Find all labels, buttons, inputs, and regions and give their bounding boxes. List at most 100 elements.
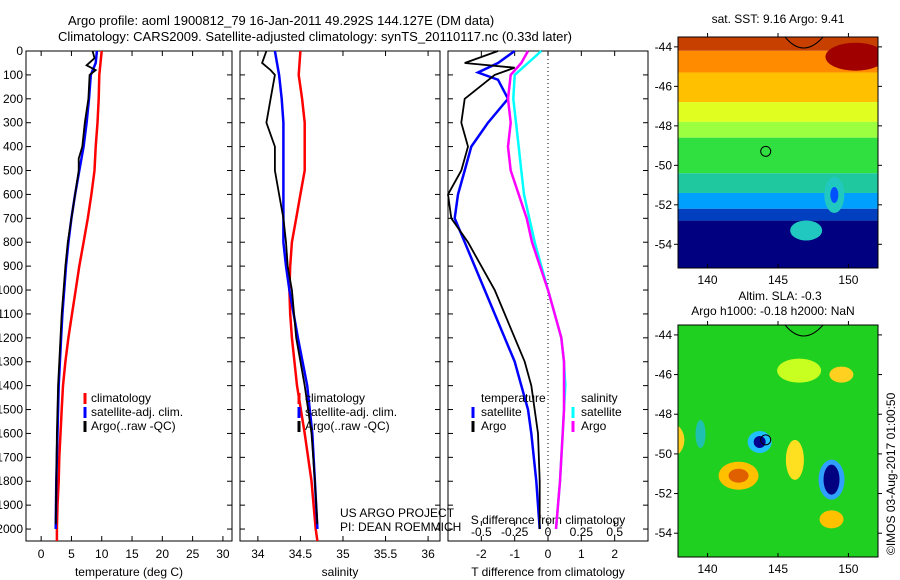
y-tick-label: 1500 [0,403,23,417]
map-x-tick-label: 140 [698,562,718,576]
y-tick-label: 1400 [0,379,23,393]
series-line-t-satellite [453,49,541,530]
map-band [678,220,878,268]
y-tick-label: 100 [3,68,23,82]
map-blob [825,42,878,71]
legend-label: Argo [581,419,607,433]
x2-tick-label: 0 [545,525,552,539]
legend-label: satellite-adj. clim. [91,405,183,419]
x2-tick-label: -0.25 [501,525,529,539]
y-tick-label: 400 [3,140,23,154]
x-axis-label: salinity [322,565,359,579]
y-tick-label: 700 [3,211,23,225]
y-tick-label: 600 [3,187,23,201]
map-blob [678,425,685,455]
x2-tick-label: 0.25 [570,525,594,539]
series-line-t-argo [447,50,541,529]
map-band [678,173,878,193]
y-tick-label: 300 [3,116,23,130]
series-line-climatology [288,50,319,542]
legend-title: temperature [481,391,546,405]
coastline-tasmania-south [784,36,824,49]
y-tick-label: 200 [3,92,23,106]
map-blob [819,510,844,529]
y-tick-label: 500 [3,164,23,178]
y-tick-label: 0 [16,44,23,58]
map-blob [695,420,706,449]
x-tick-label: 2 [611,547,618,561]
y-tick-label: 2000 [0,522,23,536]
map-blob [753,435,766,448]
legend-title: salinity [581,391,618,405]
x2-tick-label: -0.5 [471,525,492,539]
map-y-tick-label: -48 [655,119,673,133]
x-axis-label: T difference from climatology [471,565,625,579]
y-tick-label: 1900 [0,498,23,512]
x-axis-label: temperature (deg C) [75,565,183,579]
legend-label: satellite [581,405,622,419]
map-y-tick-label: -50 [655,158,673,172]
map-y-tick-label: -44 [655,328,673,342]
map-y-tick-label: -52 [655,198,673,212]
map-subtitle: Argo h1000: -0.18 h2000: NaN [691,304,854,318]
x-tick-label: 5 [68,547,75,561]
map-band [678,72,878,103]
map-x-tick-label: 145 [768,562,788,576]
legend-label: Argo [481,419,507,433]
map-field-sla_map [678,325,878,557]
legend-label: Argo(..raw -QC) [91,419,176,433]
x-tick-label: 34.5 [289,547,313,561]
map-y-tick-label: -54 [655,237,673,251]
panel-frame-salinity [239,50,441,542]
map-y-tick-label: -46 [655,79,673,93]
x2-axis-label: S difference from climatology [471,513,626,527]
map-band [678,137,878,174]
map-band [678,192,878,209]
y-tick-label: 1100 [0,307,23,321]
map-background [678,325,878,557]
map-band [678,208,878,221]
map-y-tick-label: -48 [655,407,673,421]
x-tick-label: 0 [38,547,45,561]
x-tick-label: 36 [421,547,435,561]
map-band [678,121,878,138]
map-band [678,37,878,51]
argo-position-marker [760,145,772,157]
title-line-2: Climatology: CARS2009. Satellite-adjuste… [58,29,573,44]
map-band [678,102,878,122]
legend-label: satellite-adj. clim. [305,405,397,419]
title-line-1: Argo profile: aoml 1900812_79 16-Jan-201… [68,13,495,28]
legend-label: satellite [481,405,522,419]
map-title: Altim. SLA: -0.3 [738,289,822,303]
timestamp: ©IMOS 03-Aug-2017 01:00:50 [884,392,898,555]
x-tick-label: 1 [578,547,585,561]
y-tick-label: 1800 [0,474,23,488]
x-tick-label: 35 [336,547,350,561]
x-tick-label: 30 [216,547,230,561]
credit-text: US ARGO PROJECT [340,506,455,520]
map-blob [829,366,854,383]
series-line-argo-raw-qc- [54,50,98,525]
legend-label: climatology [305,391,365,405]
map-blob [823,464,840,495]
coastline-tasmania-south [784,324,824,337]
y-tick-label: 800 [3,235,23,249]
map-blob [790,220,823,241]
x-tick-label: 0 [545,547,552,561]
y-tick-label: 1700 [0,450,23,464]
x-tick-label: 25 [186,547,200,561]
x-tick-label: 10 [95,547,109,561]
argo-position-marker [760,434,772,446]
x-tick-label: 15 [125,547,139,561]
y-tick-label: 1000 [0,283,23,297]
map-x-tick-label: 150 [838,273,858,287]
map-y-tick-label: -46 [655,368,673,382]
series-line-climatology [55,50,103,541]
map-blob [830,186,839,203]
series-line-s-argo [506,50,566,530]
x-tick-label: 35.5 [374,547,398,561]
map-blob [785,439,804,480]
x2-tick-label: 0.5 [606,525,623,539]
y-tick-label: 900 [3,259,23,273]
map-x-tick-label: 145 [768,273,788,287]
